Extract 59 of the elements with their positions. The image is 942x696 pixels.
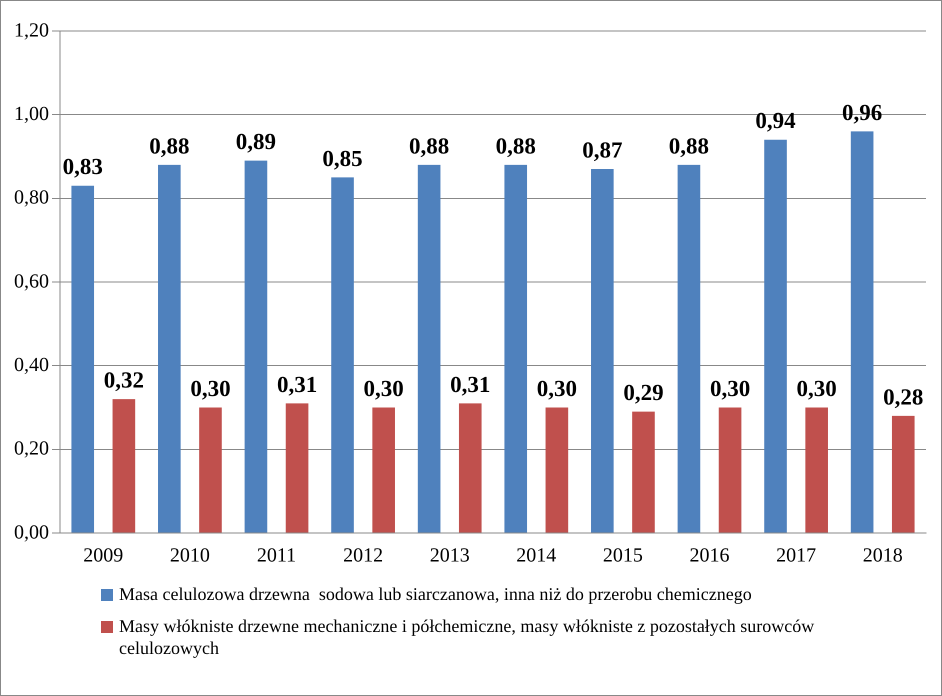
bar: [418, 164, 440, 532]
y-tick-label: 1,00: [14, 102, 49, 125]
x-tick-label: 2014: [516, 544, 556, 566]
bar: [71, 186, 94, 532]
data-label: 0,29: [623, 380, 664, 406]
bar: [718, 408, 742, 532]
bar: [632, 412, 655, 532]
bar: [764, 140, 787, 532]
data-label: 0,32: [104, 368, 144, 393]
data-label: 0,89: [236, 129, 276, 154]
bar: [112, 399, 136, 532]
data-label: 0,96: [842, 100, 882, 125]
data-label: 0,88: [409, 133, 450, 158]
bar: [678, 164, 700, 532]
bar: [546, 408, 568, 532]
bar: [331, 177, 354, 532]
bar: [850, 131, 874, 532]
data-label: 0,85: [322, 146, 363, 171]
data-label: 0,30: [796, 376, 837, 401]
y-tick-label: 0,00: [14, 521, 49, 544]
data-label: 0,88: [668, 133, 710, 158]
bar: [199, 408, 222, 532]
data-label: 0,30: [710, 376, 750, 401]
legend-label: Masa celulozowa drzewna sodowa lub siarczanowa, inna niż do przerobu chemicznego: [119, 583, 752, 605]
data-label: 0,87: [582, 137, 622, 162]
data-label: 0,30: [364, 376, 404, 401]
x-tick-label: 2016: [690, 544, 730, 566]
x-tick-label: 2017: [776, 544, 816, 566]
data-label: 0,30: [190, 376, 231, 401]
bar: [892, 416, 915, 532]
data-label: 0,31: [450, 372, 490, 397]
x-tick-label: 2010: [170, 544, 210, 566]
x-tick-label: 2009: [83, 544, 124, 566]
data-label: 0,94: [755, 108, 796, 134]
bar: [286, 403, 308, 532]
x-tick-label: 2013: [430, 544, 470, 566]
data-label: 0,83: [62, 154, 103, 180]
data-label: 0,28: [883, 384, 924, 410]
data-label: 0,88: [149, 133, 190, 158]
x-tick-label: 2018: [862, 544, 903, 566]
legend-label: Masy włókniste drzewne mechaniczne i półchemiczne, masy włókniste z pozostałych surowców celulozowych: [119, 615, 816, 659]
data-label: 0,88: [496, 133, 536, 158]
bar: [805, 408, 828, 532]
x-tick-label: 2012: [343, 544, 384, 566]
bar: [244, 160, 268, 532]
y-tick-label: 0,40: [14, 354, 49, 376]
y-tick-label: 0,60: [14, 270, 49, 292]
bar: [504, 164, 528, 532]
bar: [458, 403, 482, 532]
data-label: 0,30: [536, 376, 577, 401]
bar: [372, 408, 395, 532]
bar: [591, 169, 614, 532]
bar: [158, 164, 181, 532]
y-tick-label: 1,20: [14, 19, 49, 42]
y-tick-label: 0,80: [14, 186, 49, 209]
y-tick-label: 0,20: [14, 438, 49, 460]
data-label: 0,31: [276, 372, 318, 397]
x-tick-label: 2011: [256, 544, 296, 566]
x-tick-label: 2015: [602, 544, 643, 566]
